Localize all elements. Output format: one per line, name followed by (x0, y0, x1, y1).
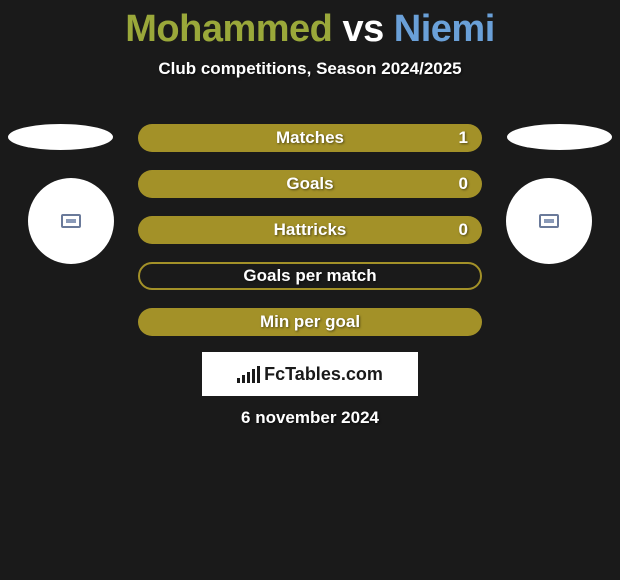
stat-label: Hattricks (274, 220, 347, 240)
stat-label: Goals per match (243, 266, 376, 286)
logo-box: FcTables.com (202, 352, 418, 396)
stat-row: Goals 0 (138, 170, 482, 198)
stat-row: Min per goal (138, 308, 482, 336)
stat-row: Goals per match (138, 262, 482, 290)
logo: FcTables.com (237, 364, 383, 385)
subtitle: Club competitions, Season 2024/2025 (0, 59, 620, 79)
stat-label: Matches (276, 128, 344, 148)
stat-value: 1 (459, 128, 468, 148)
stats-panel: Matches 1 Goals 0 Hattricks 0 Goals per match M… (138, 124, 482, 354)
date-label: 6 november 2024 (0, 408, 620, 428)
placeholder-icon (539, 214, 559, 228)
vs-text: vs (342, 8, 383, 50)
decor-ellipse-right (507, 124, 612, 150)
stat-row: Hattricks 0 (138, 216, 482, 244)
player2-name: Niemi (394, 8, 495, 50)
stat-value: 0 (459, 174, 468, 194)
decor-ellipse-left (8, 124, 113, 150)
bars-icon (237, 365, 260, 383)
page-title: Mohammed vs Niemi (0, 0, 620, 51)
stat-label: Min per goal (260, 312, 360, 332)
stat-label: Goals (286, 174, 333, 194)
stat-row: Matches 1 (138, 124, 482, 152)
logo-text: FcTables.com (264, 364, 383, 385)
player2-avatar (506, 178, 592, 264)
player1-avatar (28, 178, 114, 264)
stat-value: 0 (459, 220, 468, 240)
player1-name: Mohammed (125, 8, 332, 50)
placeholder-icon (61, 214, 81, 228)
